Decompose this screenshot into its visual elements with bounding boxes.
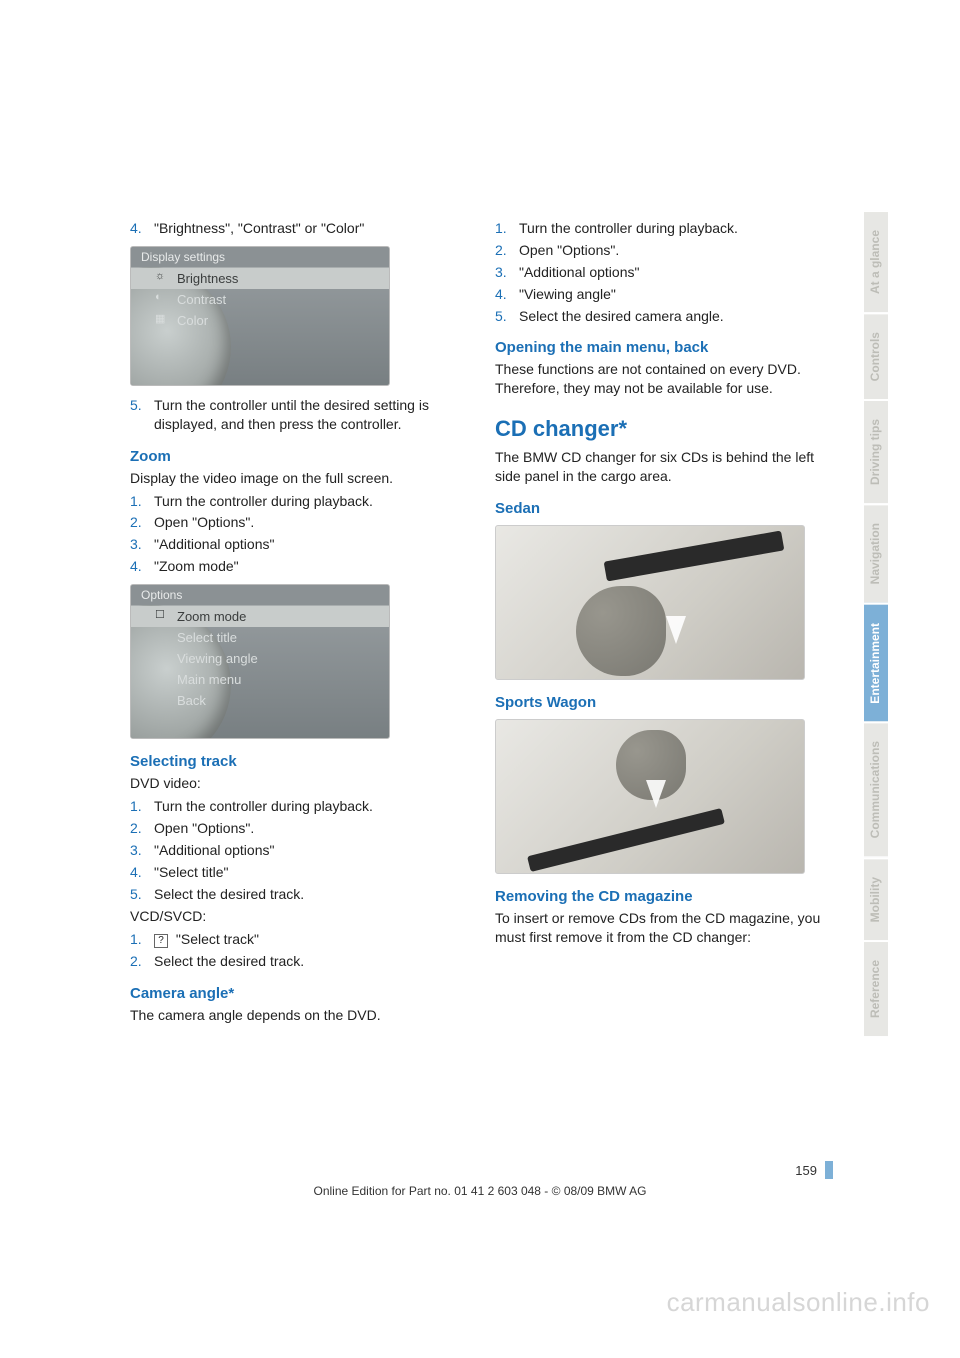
left-column: 4. "Brightness", "Contrast" or "Color" Di…	[130, 215, 465, 1029]
list-text: "Brightness", "Contrast" or "Color"	[154, 219, 364, 238]
list-seltrack-dvd: 1.Turn the controller during playback. 2…	[130, 797, 465, 903]
body-text: VCD/SVCD:	[130, 907, 465, 926]
tab-driving-tips[interactable]: Driving tips	[864, 399, 888, 503]
screen-header: Options	[131, 585, 389, 606]
list-text: Turn the controller until the desired se…	[154, 396, 465, 434]
heading-sports-wagon: Sports Wagon	[495, 694, 830, 711]
body-text: Display the video image on the full scre…	[130, 469, 465, 488]
menu-item: Main menu	[131, 669, 389, 690]
menu-item: Viewing angle	[131, 648, 389, 669]
screenshot-options: Options Zoom mode Select title Viewing a…	[130, 584, 390, 739]
heading-zoom: Zoom	[130, 448, 465, 465]
list-seltrack-vcd: 1.? "Select track" 2.Select the desired …	[130, 930, 465, 971]
menu-item: Back	[131, 690, 389, 711]
photo-sportswagon-cd	[495, 719, 805, 874]
body-text: DVD video:	[130, 774, 465, 793]
heading-open-main-menu: Opening the main menu, back	[495, 339, 830, 356]
menu-item: Select title	[131, 627, 389, 648]
page-content: 4. "Brightness", "Contrast" or "Color" Di…	[130, 215, 830, 1029]
watermark: carmanualsonline.info	[667, 1287, 930, 1318]
menu-item: Brightness	[131, 268, 389, 289]
tab-entertainment[interactable]: Entertainment	[864, 603, 888, 722]
menu-item: Contrast	[131, 289, 389, 310]
heading-removing-cd: Removing the CD magazine	[495, 888, 830, 905]
screenshot-display-settings: Display settings Brightness Contrast Col…	[130, 246, 390, 386]
menu-item: Color	[131, 310, 389, 331]
menu-item: Zoom mode	[131, 606, 389, 627]
right-column: 1.Turn the controller during playback. 2…	[495, 215, 830, 1029]
heading-camera-angle: Camera angle*	[130, 985, 465, 1002]
body-text: To insert or remove CDs from the CD maga…	[495, 909, 830, 947]
tab-controls[interactable]: Controls	[864, 312, 888, 399]
list-num: 5.	[130, 396, 144, 434]
tab-mobility[interactable]: Mobility	[864, 857, 888, 940]
tab-reference[interactable]: Reference	[864, 940, 888, 1036]
list-num: 4.	[130, 219, 144, 238]
heading-sedan: Sedan	[495, 500, 830, 517]
body-text: The BMW CD changer for six CDs is behind…	[495, 448, 830, 486]
page-number: 159	[795, 1163, 825, 1178]
tab-at-a-glance[interactable]: At a glance	[864, 210, 888, 312]
heading-selecting-track: Selecting track	[130, 753, 465, 770]
list-brightness: 4. "Brightness", "Contrast" or "Color"	[130, 219, 465, 238]
tab-navigation[interactable]: Navigation	[864, 503, 888, 602]
screen-header: Display settings	[131, 247, 389, 268]
footer-text: Online Edition for Part no. 01 41 2 603 …	[0, 1184, 960, 1198]
list-camera-steps: 1.Turn the controller during playback. 2…	[495, 219, 830, 325]
tab-communications[interactable]: Communications	[864, 721, 888, 856]
list-brightness-cont: 5. Turn the controller until the desired …	[130, 396, 465, 434]
side-tabs: At a glance Controls Driving tips Naviga…	[864, 210, 888, 1036]
heading-cd-changer: CD changer*	[495, 416, 830, 442]
photo-sedan-cd	[495, 525, 805, 680]
body-text: These functions are not contained on eve…	[495, 360, 830, 398]
body-text: The camera angle depends on the DVD.	[130, 1006, 465, 1025]
select-track-icon: ?	[154, 934, 168, 948]
list-zoom: 1.Turn the controller during playback. 2…	[130, 492, 465, 577]
